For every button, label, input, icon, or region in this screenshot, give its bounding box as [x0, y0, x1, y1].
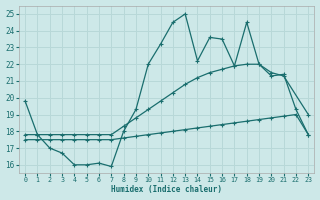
- X-axis label: Humidex (Indice chaleur): Humidex (Indice chaleur): [111, 185, 222, 194]
